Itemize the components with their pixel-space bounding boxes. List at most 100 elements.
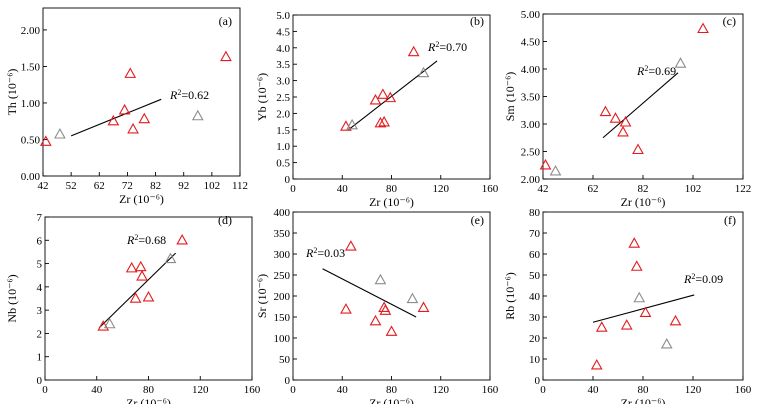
y-tick-label: 10 <box>529 354 541 366</box>
data-point-red <box>639 306 652 317</box>
data-point-gray <box>674 57 687 68</box>
data-point-red <box>142 291 155 302</box>
x-tick-label: 52 <box>66 180 77 192</box>
panel-label: (b) <box>470 14 484 28</box>
x-tick-label: 80 <box>386 384 398 396</box>
y-tick-label: 30 <box>529 312 541 324</box>
panel-label: (f) <box>724 213 736 227</box>
data-point-gray <box>374 273 387 285</box>
y-tick-label: 1.5 <box>276 125 290 137</box>
x-tick-label: 102 <box>204 180 221 192</box>
y-tick-label: 7 <box>37 212 43 224</box>
y-tick-label: 0.50 <box>21 134 41 146</box>
data-point-red <box>620 319 633 330</box>
y-tick-label: 200 <box>274 291 291 303</box>
y-tick-label: 3.00 <box>521 119 541 131</box>
panel-label: (c) <box>723 14 736 28</box>
y-tick-label: 1.50 <box>21 61 41 73</box>
x-tick-label: 40 <box>588 384 600 396</box>
x-tick-label: 40 <box>91 384 103 396</box>
data-point-gray <box>103 317 116 329</box>
y-tick-label: 3.5 <box>276 59 290 71</box>
data-point-red <box>384 91 397 103</box>
y-tick-label: 150 <box>274 312 291 324</box>
x-tick-label: 80 <box>143 384 155 396</box>
y-tick-label: 3.50 <box>521 92 541 104</box>
data-point-gray <box>191 109 204 121</box>
panel-d: 0 40 80 120 160 0 1 2 3 4 5 6 7 Zr (10⁻⁶) Nb (10⁻⁶) (d)… <box>5 212 261 404</box>
data-point-red <box>340 303 352 314</box>
x-axis-title: Zr (10⁻⁶) <box>126 396 171 404</box>
x-tick-label: 160 <box>482 384 499 396</box>
r-squared-label: R2=0.09 <box>683 272 723 286</box>
data-point-red <box>697 22 709 34</box>
x-tick-label: 120 <box>685 384 702 396</box>
data-point-red <box>134 260 147 272</box>
data-point-red <box>118 103 131 115</box>
y-axis-title: Th (10⁻⁶) <box>5 69 19 116</box>
plot-frame <box>542 13 744 180</box>
y-tick-label: 4.00 <box>521 64 541 76</box>
y-tick-label: 3.0 <box>276 76 290 88</box>
x-tick-label: 42 <box>38 180 49 192</box>
y-tick-label: 1.0 <box>276 141 290 153</box>
r-squared-label: R2=0.03 <box>305 246 345 260</box>
plot-frame <box>42 7 241 177</box>
data-point-red <box>97 320 110 331</box>
y-tick-label: 400 <box>274 207 291 219</box>
panel-label: (d) <box>218 213 232 227</box>
y-tick-label: 0 <box>285 174 291 186</box>
data-point-red <box>127 122 139 134</box>
data-point-red <box>407 45 420 57</box>
x-tick-label: 40 <box>337 183 349 195</box>
panel-b: 0 40 80 120 160 0 0.5 1.0 1.5 2.0 2.5 3.0 3.5 4.0 4.5 5… <box>255 10 499 209</box>
panel-c: 42 62 82 102 122 2.00 2.50 3.00 3.50 4.00 4.50 5.00… <box>503 9 751 209</box>
y-tick-label: 4.5 <box>276 26 290 38</box>
y-tick-label: 20 <box>529 333 541 345</box>
x-tick-label: 72 <box>122 180 133 192</box>
data-point-red <box>39 135 52 146</box>
x-tick-label: 92 <box>178 180 189 192</box>
y-tick-label: 0.5 <box>276 158 290 170</box>
data-point-red <box>379 304 392 315</box>
panel-label: (a) <box>219 14 232 28</box>
y-axis-title: Nb (10⁻⁶) <box>5 274 19 322</box>
x-tick-label: 62 <box>588 183 599 195</box>
data-point-gray <box>417 66 430 78</box>
x-tick-label: 122 <box>735 183 752 195</box>
data-point-red <box>369 314 382 326</box>
x-tick-label: 0 <box>290 183 296 195</box>
y-tick-label: 5.00 <box>521 9 541 21</box>
regression-line <box>602 72 679 139</box>
y-tick-label: 60 <box>529 249 541 261</box>
data-point-red <box>609 112 622 123</box>
x-tick-label: 120 <box>433 384 450 396</box>
regression-line <box>70 98 162 137</box>
data-point-red <box>374 116 387 128</box>
x-tick-label: 0 <box>290 384 296 396</box>
data-point-red <box>539 158 552 170</box>
x-tick-label: 0 <box>42 384 48 396</box>
x-tick-label: 0 <box>540 384 546 396</box>
y-tick-label: 100 <box>274 333 291 345</box>
regression-line <box>348 60 438 131</box>
y-tick-label: 2.0 <box>276 108 290 120</box>
panel-label: (e) <box>471 213 484 227</box>
y-tick-label: 2.00 <box>21 25 41 37</box>
x-tick-label: 112 <box>232 180 248 192</box>
x-tick-label: 120 <box>433 183 450 195</box>
y-tick-label: 0 <box>535 375 541 387</box>
x-axis-title: Zr (10⁻⁶) <box>369 396 414 404</box>
x-axis-title: Zr (10⁻⁶) <box>119 192 164 206</box>
y-axis-title: Rb (10⁻⁶) <box>503 272 517 320</box>
y-tick-label: 5 <box>37 259 43 271</box>
plot-frame <box>292 211 491 381</box>
data-point-red <box>125 261 138 273</box>
x-tick-label: 62 <box>94 180 105 192</box>
x-tick-label: 82 <box>150 180 161 192</box>
data-point-red <box>107 114 120 126</box>
panel-a: 42 52 62 72 82 92 102 112 0.00 0.50 1.00 1.50 2.00 Zr… <box>5 7 248 206</box>
y-axis-title: Yb (10⁻⁶) <box>255 73 269 121</box>
x-tick-label: 80 <box>386 183 398 195</box>
